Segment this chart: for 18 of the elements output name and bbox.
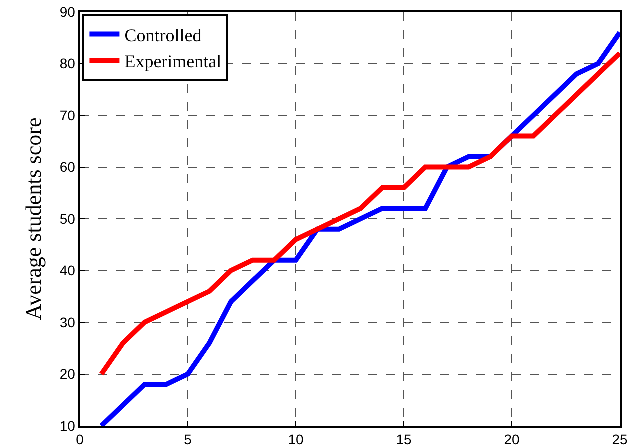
y-tick-label: 40 [60, 262, 76, 279]
x-tick-label: 20 [504, 432, 520, 448]
y-tick-label: 30 [60, 314, 76, 330]
x-tick-label: 15 [396, 432, 412, 448]
y-tick-label: 70 [60, 107, 76, 124]
legend-label: Controlled [124, 25, 202, 46]
y-tick-label: 10 [60, 418, 76, 434]
y-tick-label: 60 [60, 159, 76, 176]
y-tick-label: 80 [60, 56, 76, 72]
legend-label: Experimental [124, 52, 222, 72]
x-tick-label: 5 [184, 432, 192, 448]
x-tick-label: 25 [612, 432, 628, 448]
y-axis-title: Average students score [21, 118, 46, 320]
x-tick-label: 0 [76, 432, 84, 448]
x-tick-label: 10 [288, 432, 304, 448]
y-tick-label: 50 [60, 210, 76, 227]
y-tick-label: 20 [60, 366, 76, 382]
y-tick-label: 90 [60, 4, 76, 20]
